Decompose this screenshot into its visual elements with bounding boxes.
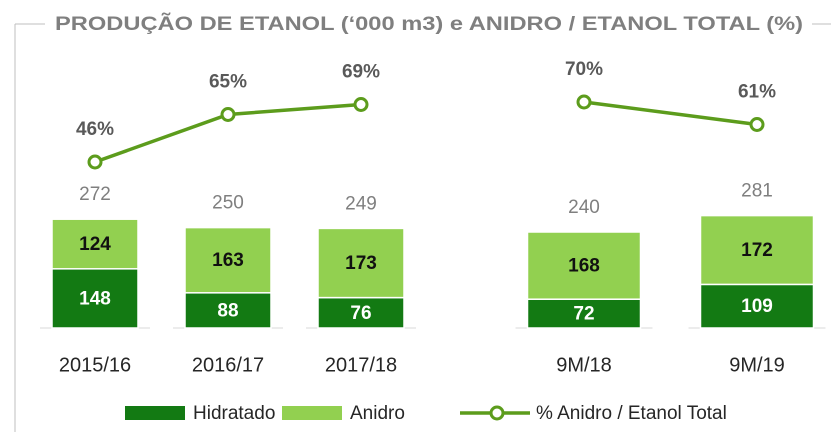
line-label: 61%	[738, 82, 776, 103]
bar-segment	[51, 268, 139, 329]
line-marker	[353, 97, 369, 112]
total-label: 250	[212, 193, 244, 214]
segment-label: 72	[573, 304, 594, 325]
segment-label: 88	[217, 300, 238, 321]
segment-label: 124	[79, 234, 111, 255]
legend-label: Anidro	[350, 403, 405, 424]
bar-segment	[526, 298, 642, 329]
total-label: 281	[741, 181, 773, 202]
x-tick-label: 2017/18	[325, 354, 397, 376]
segment-label: 163	[212, 250, 244, 271]
line-marker	[576, 94, 592, 110]
line-label: 70%	[565, 59, 603, 80]
total-label: 272	[79, 184, 111, 205]
legend-swatch	[125, 406, 185, 420]
x-tick-label: 9M/18	[556, 354, 612, 376]
chart-title: PRODUÇÃO DE ETANOL (‘000 m3) e ANIDRO / …	[55, 13, 803, 35]
total-label: 240	[568, 197, 600, 218]
line-label: 69%	[342, 62, 380, 83]
segment-label: 148	[79, 288, 111, 309]
line-label: 46%	[76, 119, 114, 140]
legend-label: Hidratado	[193, 403, 275, 424]
line-marker	[220, 107, 236, 122]
x-tick-label: 2015/16	[59, 354, 131, 376]
segment-label: 173	[345, 253, 377, 274]
x-tick-label: 2016/17	[192, 354, 264, 376]
line-label: 65%	[209, 72, 247, 93]
bar-segment	[184, 226, 272, 294]
line-marker	[749, 117, 765, 132]
bar-segment	[317, 296, 405, 329]
x-tick-label: 9M/19	[729, 354, 785, 376]
total-label: 249	[345, 193, 377, 214]
bar-segment	[317, 227, 405, 299]
segment-label: 168	[568, 256, 600, 277]
legend-marker	[489, 405, 505, 421]
line-marker	[87, 154, 103, 170]
legend-label: % Anidro / Etanol Total	[536, 403, 727, 424]
line	[94, 100, 758, 164]
segment-label: 76	[350, 303, 371, 324]
bar-segment	[526, 231, 642, 300]
bar-segment	[699, 283, 815, 329]
segment-label: 172	[741, 240, 773, 261]
bar-segment	[51, 218, 139, 270]
segment-label: 109	[741, 296, 773, 317]
bar-segment	[699, 214, 815, 286]
legend-swatch	[282, 406, 342, 420]
